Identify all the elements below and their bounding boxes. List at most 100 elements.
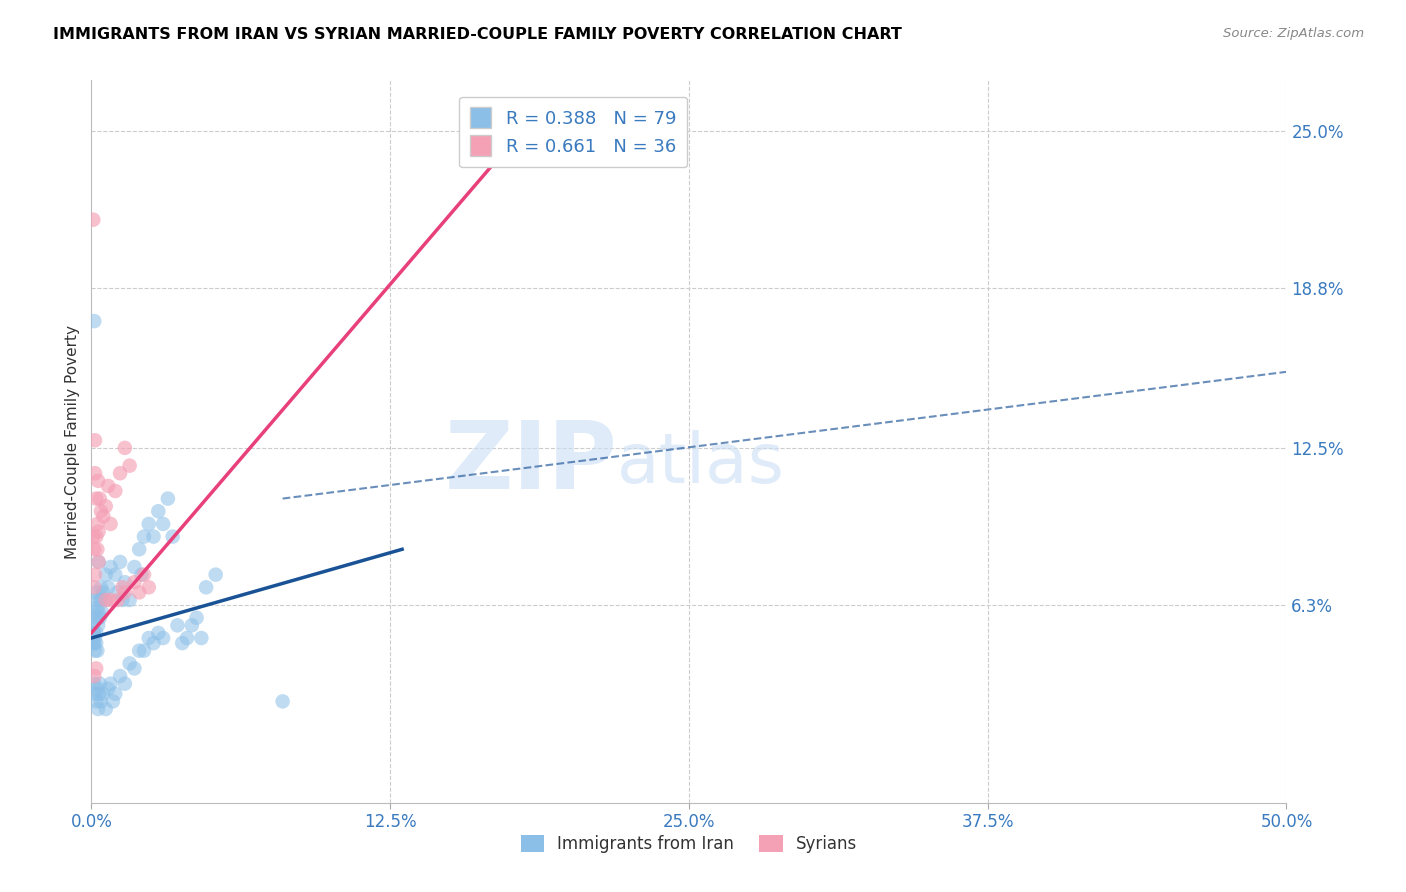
Point [84,467,107,481]
Point [180,618,202,632]
Point [84,661,107,675]
Point [89,611,111,625]
Point [118,657,141,671]
Point [83,626,105,640]
Point [82,530,104,544]
Point [84,687,107,701]
Point [83,626,105,640]
Point [271,694,294,708]
Point [152,516,174,531]
Point [101,694,124,708]
Point [114,575,136,590]
Legend: Immigrants from Iran, Syrians: Immigrants from Iran, Syrians [515,828,863,860]
Point [124,575,146,590]
Point [166,618,188,632]
Point [107,585,129,599]
Point [97,580,120,594]
Point [128,643,150,657]
Point [84,585,107,599]
Point [142,530,165,544]
Point [176,631,198,645]
Point [111,580,134,594]
Point [118,593,141,607]
Point [90,593,112,607]
Point [156,491,179,506]
Point [89,593,111,607]
Point [87,606,110,620]
Point [84,491,107,506]
Point [111,593,134,607]
Point [89,491,111,506]
Point [93,585,114,599]
Point [108,555,131,569]
Point [104,483,127,498]
Point [82,212,104,227]
Point [84,530,107,544]
Point [87,618,110,632]
Point [83,606,105,620]
Point [108,467,131,481]
Point [83,636,105,650]
Point [86,643,108,657]
Point [89,676,111,690]
Point [91,606,114,620]
Text: IMMIGRANTS FROM IRAN VS SYRIAN MARRIED-COUPLE FAMILY POVERTY CORRELATION CHART: IMMIGRANTS FROM IRAN VS SYRIAN MARRIED-C… [53,27,903,42]
Point [87,555,110,569]
Point [142,636,165,650]
Point [86,600,108,615]
Point [83,636,105,650]
Point [90,504,112,518]
Text: atlas: atlas [617,430,785,497]
Text: ZIP: ZIP [444,417,617,509]
Point [83,669,105,683]
Point [86,516,108,531]
Point [83,314,105,328]
Point [114,676,136,690]
Point [128,585,150,599]
Point [94,567,117,582]
Point [204,567,226,582]
Point [84,434,107,448]
Point [104,567,127,582]
Point [84,593,107,607]
Point [94,499,117,513]
Point [82,631,104,645]
Point [148,504,170,518]
Point [84,567,107,582]
Point [84,631,107,645]
Point [190,631,212,645]
Point [87,555,110,569]
Point [100,560,122,574]
Point [84,611,107,625]
Y-axis label: Married-Couple Family Poverty: Married-Couple Family Poverty [65,325,80,558]
Point [148,626,170,640]
Point [104,687,127,701]
Text: Source: ZipAtlas.com: Source: ZipAtlas.com [1223,27,1364,40]
Point [94,593,117,607]
Point [90,694,112,708]
Point [87,524,110,539]
Point [118,458,141,473]
Point [108,669,131,683]
Point [132,643,155,657]
Point [84,626,107,640]
Point [107,593,129,607]
Point [138,580,160,594]
Point [83,676,105,690]
Point [82,618,104,632]
Point [128,542,150,557]
Point [97,681,120,696]
Point [162,530,184,544]
Point [114,441,136,455]
Point [138,631,160,645]
Point [94,593,117,607]
Point [87,702,110,716]
Point [94,702,117,716]
Point [86,681,108,696]
Point [132,567,155,582]
Point [84,636,107,650]
Point [93,509,114,524]
Point [100,593,122,607]
Point [83,542,105,557]
Point [186,611,208,625]
